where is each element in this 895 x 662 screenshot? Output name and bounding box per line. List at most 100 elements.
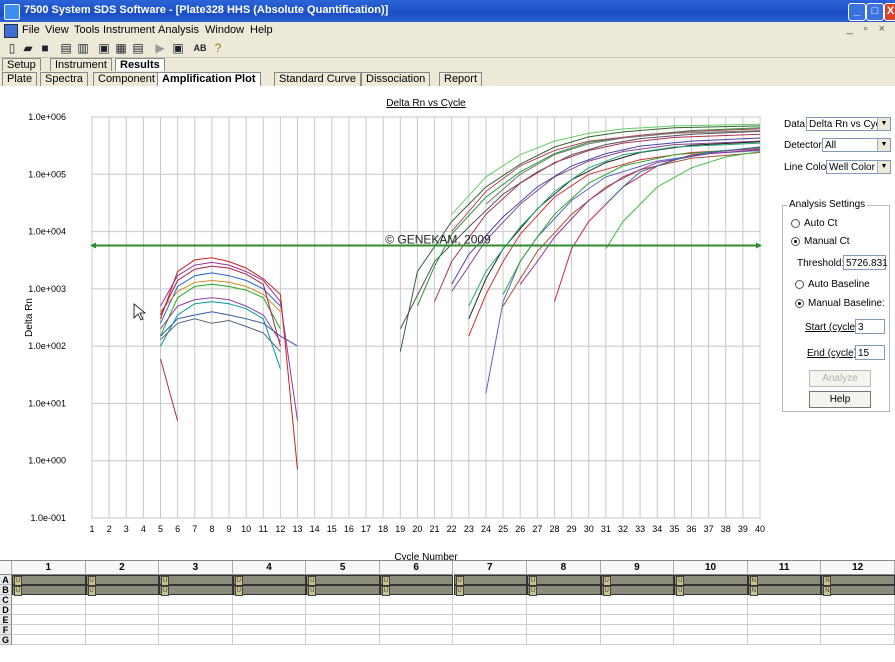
- auto-ct-radio[interactable]: Auto Ct: [791, 218, 837, 229]
- well-cell[interactable]: U: [306, 575, 380, 586]
- well-cell[interactable]: [306, 595, 380, 605]
- well-cell[interactable]: U: [600, 585, 675, 596]
- well-cell[interactable]: [600, 605, 675, 615]
- well-cell[interactable]: [674, 605, 748, 615]
- row-header[interactable]: A: [0, 575, 12, 585]
- app-icon[interactable]: [4, 4, 20, 20]
- row-header[interactable]: E: [0, 615, 12, 625]
- well-cell[interactable]: [85, 615, 160, 625]
- well-cell[interactable]: N: [747, 575, 822, 586]
- well-cell[interactable]: [821, 615, 895, 625]
- well-cell[interactable]: U: [379, 575, 454, 586]
- well-cell[interactable]: [527, 605, 601, 615]
- save-icon[interactable]: ■: [41, 41, 49, 55]
- well-cell[interactable]: U: [159, 585, 233, 596]
- well-cell[interactable]: [821, 635, 895, 645]
- well-cell[interactable]: U: [159, 575, 233, 586]
- amplification-chart[interactable]: 1.0e+006 1.0e+005 1.0e+004 1.0e+003 1.0e+002…: [0, 86, 780, 563]
- well-cell[interactable]: [674, 595, 748, 605]
- print-icon[interactable]: ▤: [60, 41, 72, 55]
- menu-instrument[interactable]: Instrument: [103, 24, 155, 36]
- well-cell[interactable]: [306, 625, 380, 635]
- well-cell[interactable]: [527, 615, 601, 625]
- well-cell[interactable]: [821, 625, 895, 635]
- chart-icon[interactable]: ▦: [115, 41, 127, 55]
- well-cell[interactable]: [747, 635, 822, 645]
- well-cell[interactable]: [747, 595, 822, 605]
- chevron-down-icon[interactable]: ▼: [877, 161, 890, 173]
- chevron-down-icon[interactable]: ▼: [877, 118, 890, 130]
- well-cell[interactable]: [379, 615, 454, 625]
- close-button[interactable]: X: [884, 3, 895, 21]
- well-cell[interactable]: [747, 625, 822, 635]
- well-cell[interactable]: [232, 605, 307, 615]
- column-header[interactable]: 5: [306, 561, 380, 575]
- well-cell[interactable]: [12, 605, 86, 615]
- well-cell[interactable]: [453, 635, 528, 645]
- column-header[interactable]: 9: [600, 561, 675, 575]
- help-icon[interactable]: ?: [214, 41, 222, 55]
- column-header[interactable]: 1: [12, 561, 86, 575]
- well-cell[interactable]: [747, 615, 822, 625]
- well-cell[interactable]: [159, 625, 233, 635]
- well-cell[interactable]: [453, 615, 528, 625]
- tab-amplification-plot[interactable]: Amplification Plot: [157, 72, 261, 86]
- well-cell[interactable]: U: [12, 585, 86, 596]
- well-cell[interactable]: [159, 615, 233, 625]
- tab-dissociation[interactable]: Dissociation: [361, 72, 431, 86]
- layout-icon[interactable]: ▤: [132, 41, 144, 55]
- column-header[interactable]: 10: [674, 561, 748, 575]
- well-cell[interactable]: [12, 615, 86, 625]
- well-cell[interactable]: [674, 635, 748, 645]
- well-cell[interactable]: [232, 635, 307, 645]
- well-cell[interactable]: U: [674, 585, 748, 596]
- well-cell[interactable]: [159, 595, 233, 605]
- menu-window[interactable]: Window: [205, 24, 245, 36]
- well-cell[interactable]: U: [306, 585, 380, 596]
- well-cell[interactable]: N: [747, 585, 822, 596]
- well-cell[interactable]: N: [821, 575, 895, 586]
- row-header[interactable]: D: [0, 605, 12, 615]
- well-cell[interactable]: [600, 595, 675, 605]
- row-header[interactable]: B: [0, 585, 12, 595]
- manual-baseline-radio[interactable]: Manual Baseline:: [795, 298, 885, 309]
- run-icon[interactable]: ▶: [155, 41, 165, 55]
- well-cell[interactable]: [232, 625, 307, 635]
- tab-plate[interactable]: Plate: [2, 72, 38, 86]
- well-cell[interactable]: [821, 595, 895, 605]
- window-title-bar[interactable]: 7500 System SDS Software - [Plate328 HHS…: [0, 0, 895, 22]
- well-cell[interactable]: U: [453, 585, 528, 596]
- well-cell[interactable]: U: [527, 575, 601, 586]
- help-button[interactable]: Help: [809, 391, 871, 408]
- well-cell[interactable]: [747, 605, 822, 615]
- well-cell[interactable]: [600, 635, 675, 645]
- menu-analysis[interactable]: Analysis: [158, 24, 199, 36]
- well-cell[interactable]: [379, 605, 454, 615]
- menu-tools[interactable]: Tools: [74, 24, 100, 36]
- well-cell[interactable]: U: [85, 585, 160, 596]
- well-cell[interactable]: [85, 625, 160, 635]
- column-header[interactable]: 2: [85, 561, 160, 575]
- menu-file[interactable]: File: [22, 24, 40, 36]
- data-dropdown[interactable]: Delta Rn vs Cycle ▼: [806, 117, 891, 131]
- well-cell[interactable]: [379, 625, 454, 635]
- well-cell[interactable]: [85, 595, 160, 605]
- well-cell[interactable]: U: [85, 575, 160, 586]
- minimize-button[interactable]: _: [848, 3, 866, 21]
- well-cell[interactable]: [12, 595, 86, 605]
- well-cell[interactable]: [527, 595, 601, 605]
- auto-baseline-radio[interactable]: Auto Baseline: [795, 279, 870, 290]
- tab-standard-curve[interactable]: Standard Curve: [274, 72, 362, 86]
- well-cell[interactable]: U: [232, 575, 307, 586]
- ab-icon[interactable]: AB: [193, 43, 207, 53]
- well-cell[interactable]: U: [232, 585, 307, 596]
- well-cell[interactable]: [159, 605, 233, 615]
- well-cell[interactable]: [379, 595, 454, 605]
- well-cell[interactable]: [306, 635, 380, 645]
- well-cell[interactable]: [674, 625, 748, 635]
- well-cell[interactable]: [85, 605, 160, 615]
- start-cycle-input[interactable]: 3: [855, 319, 885, 334]
- well-cell[interactable]: [453, 625, 528, 635]
- well-cell[interactable]: U: [527, 585, 601, 596]
- well-cell[interactable]: U: [600, 575, 675, 586]
